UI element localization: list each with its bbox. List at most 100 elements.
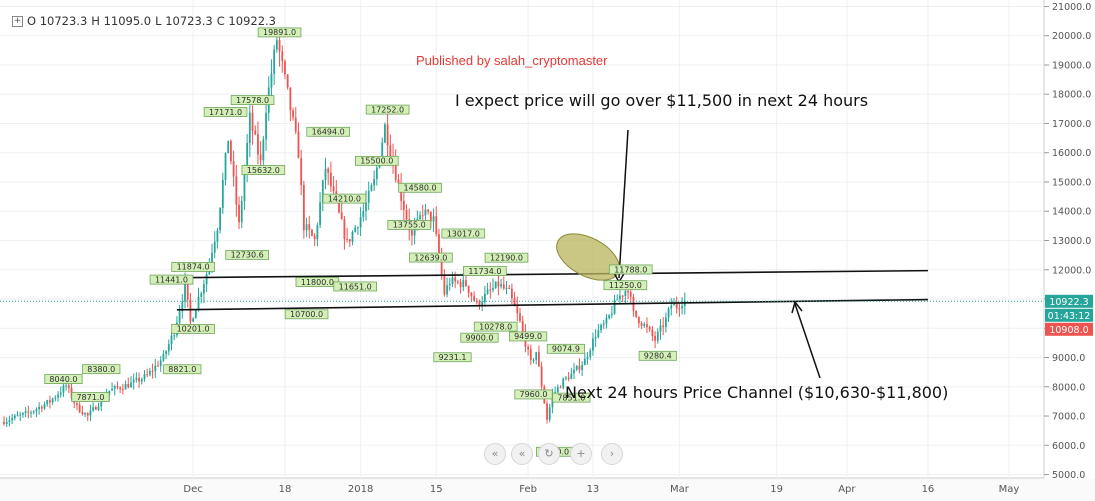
candle-body — [197, 296, 200, 310]
candle-body — [94, 407, 97, 410]
annotation-bottom: Next 24 hours Price Channel ($10,630-$11… — [565, 383, 949, 402]
candle-body — [397, 179, 400, 184]
candle-body — [203, 284, 205, 294]
candle-body — [500, 284, 502, 287]
price-label-box — [355, 155, 399, 166]
price-label: 10700.0 — [290, 310, 323, 319]
candle-body — [381, 142, 384, 160]
zoom-in-button[interactable]: + — [570, 443, 592, 465]
candle-body — [121, 389, 124, 391]
candle-body — [62, 385, 65, 393]
candle-body — [159, 360, 162, 366]
candle-body — [289, 87, 292, 111]
candle-body — [273, 49, 276, 74]
candle-body — [394, 162, 397, 180]
candle-body — [354, 227, 357, 233]
candle-body — [329, 172, 332, 187]
candle-body — [319, 202, 321, 226]
candle-body — [565, 377, 567, 379]
candle-body — [173, 335, 176, 337]
candle-body — [257, 134, 259, 155]
candle-body — [97, 406, 100, 410]
candle-body — [24, 411, 27, 413]
scroll-back-more-button[interactable]: « — [511, 443, 533, 465]
candle-body — [681, 305, 683, 309]
candle-body — [486, 289, 489, 294]
price-label-box — [441, 228, 486, 239]
candle-body — [621, 295, 624, 297]
scroll-forward-button[interactable]: › — [601, 443, 623, 465]
candle-body — [238, 204, 240, 223]
price-label: 8821.0 — [168, 365, 196, 374]
candle-body — [265, 112, 267, 140]
candle-body — [654, 335, 656, 341]
candle-body — [154, 365, 157, 372]
candle-body — [505, 287, 508, 289]
candle-body — [427, 209, 430, 212]
scroll-back-button[interactable]: « — [484, 443, 506, 465]
candle-body — [465, 280, 467, 286]
candle-body — [429, 211, 432, 222]
candle-body — [186, 281, 189, 300]
candle-body — [597, 330, 600, 338]
candle-body — [348, 239, 351, 242]
reset-view-button[interactable]: ↻ — [538, 443, 560, 465]
candle-body — [205, 274, 208, 285]
price-label-box — [241, 165, 286, 175]
candle-body — [583, 358, 586, 366]
candle-body — [100, 398, 103, 407]
candle-body — [424, 209, 427, 216]
candle-body — [76, 402, 78, 405]
candle-body — [327, 168, 330, 173]
candle-body — [419, 215, 421, 219]
expand-icon[interactable]: + — [12, 15, 23, 27]
candle-body — [35, 409, 38, 412]
candle-body — [535, 352, 538, 360]
candle-body — [635, 310, 638, 317]
candle-body — [54, 397, 57, 399]
last-price-value: 10922.3 — [1049, 297, 1088, 308]
candle-body — [148, 370, 151, 375]
candle-body — [140, 379, 143, 382]
candle-body — [294, 117, 297, 132]
candle-body — [492, 287, 494, 290]
price-label: 14580.0 — [403, 184, 436, 193]
candle-body — [386, 124, 389, 146]
candle-body — [600, 324, 602, 331]
x-tick-label: Feb — [519, 484, 537, 495]
candle-body — [284, 61, 286, 75]
candle-body — [40, 406, 43, 409]
candle-body — [165, 351, 167, 354]
candle-body — [157, 365, 159, 367]
channel-upper-line — [182, 269, 928, 279]
candle-body — [440, 255, 443, 275]
candle-body — [92, 407, 95, 411]
price-label: 11734.0 — [468, 267, 501, 276]
price-label-box — [171, 323, 215, 334]
x-tick-label: 16 — [922, 484, 935, 495]
price-label-box — [460, 332, 499, 343]
candle-body — [146, 374, 149, 376]
price-label: 11441.0 — [155, 275, 188, 284]
candle-body — [359, 216, 362, 228]
candle-body — [438, 234, 440, 256]
candle-body — [375, 167, 378, 180]
candle-body — [510, 288, 513, 299]
candle-body — [556, 387, 559, 393]
candle-body — [538, 352, 540, 367]
price-label-box — [638, 350, 677, 361]
price-label: 11874.0 — [177, 263, 210, 272]
price-label-box — [603, 280, 648, 291]
candle-body — [235, 176, 238, 205]
price-label: 12190.0 — [490, 253, 523, 262]
x-tick-label: 18 — [279, 484, 292, 495]
candle-body — [673, 303, 675, 306]
candle-body — [448, 283, 451, 286]
price-label: 9231.1 — [438, 353, 466, 362]
price-label-box — [509, 331, 548, 342]
candles — [3, 33, 686, 428]
candle-body — [627, 290, 629, 293]
x-tick-label: 13 — [587, 484, 600, 495]
price-label-box — [225, 249, 269, 260]
